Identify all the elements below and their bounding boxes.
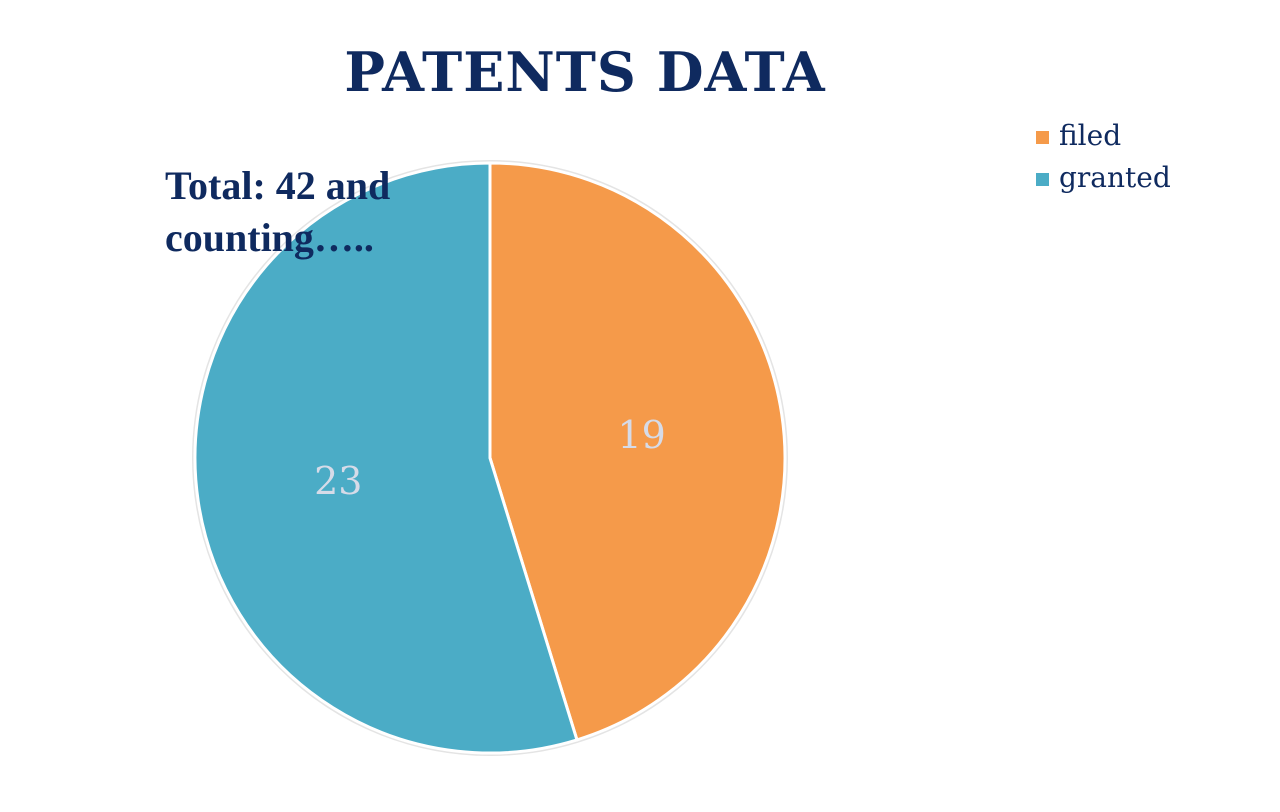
legend: filed granted <box>1036 114 1171 198</box>
legend-label-filed: filed <box>1059 119 1121 152</box>
legend-item-granted: granted <box>1036 156 1171 198</box>
total-annotation: Total: 42 and counting….. <box>165 160 465 264</box>
legend-label-granted: granted <box>1059 161 1171 194</box>
legend-item-filed: filed <box>1036 114 1171 156</box>
data-label-filed: 19 <box>618 413 666 457</box>
legend-swatch-granted <box>1036 173 1049 186</box>
data-label-granted: 23 <box>314 459 362 503</box>
legend-swatch-filed <box>1036 131 1049 144</box>
